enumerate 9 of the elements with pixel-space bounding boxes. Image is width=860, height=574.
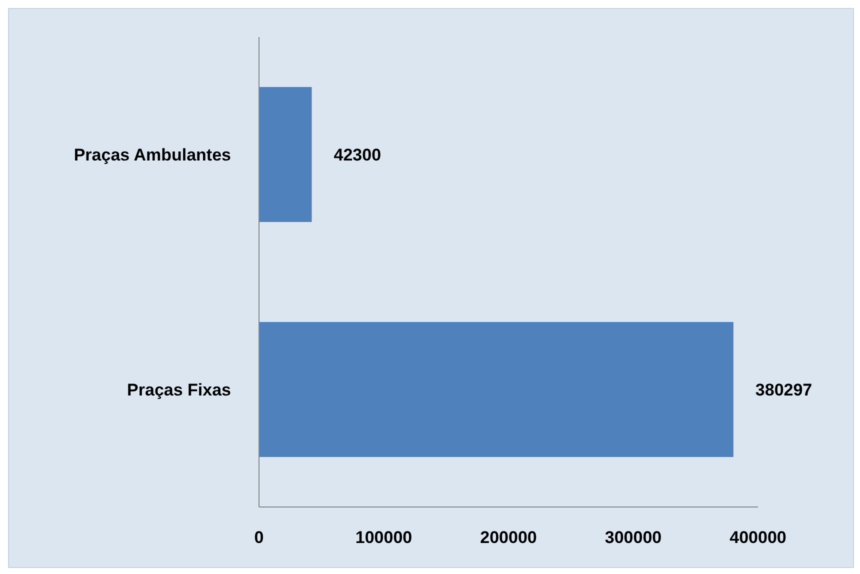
x-tick-label: 200000 bbox=[480, 528, 537, 548]
x-tick-label: 0 bbox=[254, 528, 264, 548]
x-tick-label: 400000 bbox=[730, 528, 786, 548]
y-tick-label: Praças Ambulantes bbox=[74, 146, 231, 165]
data-label: 42300 bbox=[334, 146, 382, 165]
x-tick-label: 100000 bbox=[355, 528, 412, 548]
x-tick-label: 300000 bbox=[604, 528, 662, 548]
y-tick-label: Praças Fixas bbox=[127, 380, 231, 400]
data-label: 380297 bbox=[755, 380, 812, 400]
